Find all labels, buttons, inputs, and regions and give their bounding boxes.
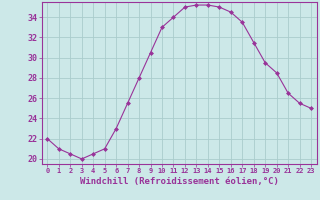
X-axis label: Windchill (Refroidissement éolien,°C): Windchill (Refroidissement éolien,°C) [80,177,279,186]
